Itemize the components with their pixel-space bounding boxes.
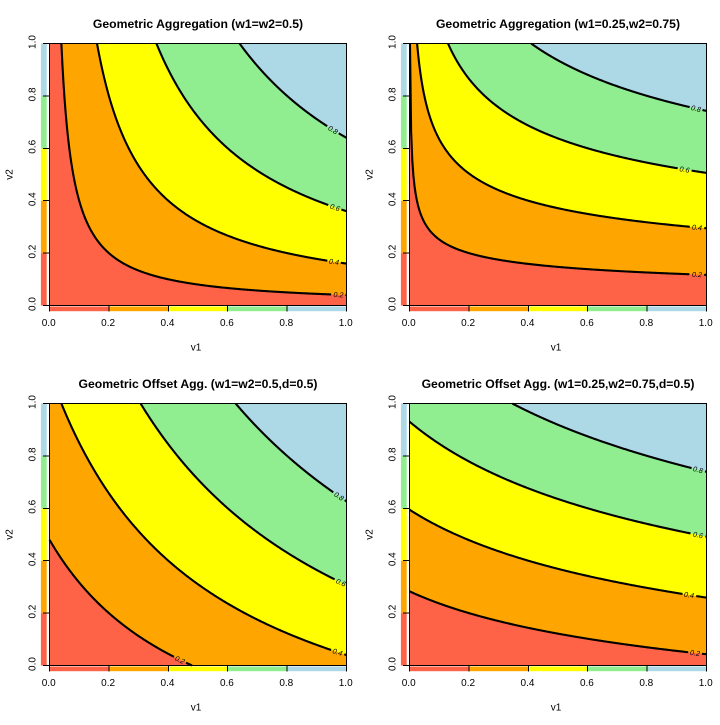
svg-text:0.4: 0.4	[521, 678, 535, 689]
svg-text:0.6: 0.6	[329, 201, 341, 213]
svg-text:0.4: 0.4	[161, 678, 175, 689]
svg-text:0.8: 0.8	[690, 103, 702, 114]
svg-text:0.4: 0.4	[683, 590, 694, 600]
svg-text:0.2: 0.2	[174, 654, 187, 666]
svg-text:1.0: 1.0	[388, 395, 399, 409]
svg-text:0.6: 0.6	[220, 318, 234, 329]
svg-text:v2: v2	[4, 169, 15, 180]
svg-text:0.8: 0.8	[279, 318, 293, 329]
svg-text:v1: v1	[191, 343, 202, 354]
svg-text:v2: v2	[364, 169, 375, 180]
svg-text:v1: v1	[551, 703, 562, 714]
svg-text:0.0: 0.0	[28, 657, 39, 671]
svg-text:0.8: 0.8	[28, 447, 39, 461]
svg-text:0.4: 0.4	[388, 552, 399, 566]
svg-text:0.8: 0.8	[639, 318, 653, 329]
svg-text:0.4: 0.4	[692, 223, 703, 233]
svg-text:0.4: 0.4	[388, 192, 399, 206]
svg-text:1.0: 1.0	[388, 35, 399, 49]
svg-text:0.6: 0.6	[28, 499, 39, 513]
svg-text:0.4: 0.4	[161, 318, 175, 329]
svg-text:Geometric Aggregation (w1=w2=0: Geometric Aggregation (w1=w2=0.5)	[93, 17, 303, 31]
svg-text:1.0: 1.0	[339, 318, 353, 329]
svg-text:0.2: 0.2	[101, 318, 115, 329]
svg-text:0.2: 0.2	[28, 244, 39, 258]
svg-text:1.0: 1.0	[339, 678, 353, 689]
svg-text:v2: v2	[4, 529, 15, 540]
svg-text:0.6: 0.6	[679, 164, 690, 175]
svg-text:0.2: 0.2	[28, 604, 39, 618]
svg-text:Geometric Offset Agg. (w1=0.25: Geometric Offset Agg. (w1=0.25,w2=0.75,d…	[422, 377, 695, 391]
svg-text:1.0: 1.0	[28, 35, 39, 49]
svg-text:0.4: 0.4	[28, 192, 39, 206]
svg-text:0.4: 0.4	[28, 552, 39, 566]
svg-text:0.4: 0.4	[521, 318, 535, 329]
svg-text:0.8: 0.8	[692, 464, 704, 475]
svg-text:0.0: 0.0	[402, 678, 416, 689]
svg-text:1.0: 1.0	[699, 678, 713, 689]
svg-text:v2: v2	[364, 529, 375, 540]
svg-text:0.6: 0.6	[335, 576, 348, 588]
svg-text:0.8: 0.8	[326, 123, 339, 136]
svg-text:0.2: 0.2	[388, 604, 399, 618]
svg-text:0.8: 0.8	[279, 678, 293, 689]
svg-text:v1: v1	[191, 703, 202, 714]
svg-text:0.6: 0.6	[580, 678, 594, 689]
svg-text:0.6: 0.6	[580, 318, 594, 329]
svg-text:1.0: 1.0	[28, 395, 39, 409]
svg-text:Geometric Offset Agg. (w1=w2=0: Geometric Offset Agg. (w1=w2=0.5,d=0.5)	[79, 377, 318, 391]
svg-text:0.2: 0.2	[101, 678, 115, 689]
svg-text:0.2: 0.2	[388, 244, 399, 258]
svg-text:0.6: 0.6	[692, 530, 704, 541]
svg-text:0.2: 0.2	[690, 648, 701, 658]
svg-text:1.0: 1.0	[699, 318, 713, 329]
svg-text:0.4: 0.4	[328, 257, 339, 267]
svg-text:0.8: 0.8	[639, 678, 653, 689]
svg-text:0.8: 0.8	[28, 87, 39, 101]
svg-text:0.0: 0.0	[28, 297, 39, 311]
svg-text:0.8: 0.8	[388, 447, 399, 461]
svg-text:0.6: 0.6	[388, 139, 399, 153]
svg-text:v1: v1	[551, 343, 562, 354]
svg-text:0.0: 0.0	[402, 318, 416, 329]
svg-text:0.2: 0.2	[692, 270, 702, 279]
svg-text:0.2: 0.2	[333, 290, 343, 299]
svg-text:0.2: 0.2	[461, 678, 475, 689]
svg-text:0.4: 0.4	[331, 646, 343, 658]
svg-text:0.6: 0.6	[388, 499, 399, 513]
svg-text:0.0: 0.0	[388, 657, 399, 671]
svg-text:0.6: 0.6	[28, 139, 39, 153]
svg-text:0.0: 0.0	[388, 297, 399, 311]
svg-text:0.8: 0.8	[388, 87, 399, 101]
svg-text:0.2: 0.2	[461, 318, 475, 329]
svg-text:0.0: 0.0	[42, 318, 56, 329]
svg-text:0.6: 0.6	[220, 678, 234, 689]
svg-text:0.0: 0.0	[42, 678, 56, 689]
svg-text:Geometric Aggregation (w1=0.25: Geometric Aggregation (w1=0.25,w2=0.75)	[436, 17, 680, 31]
